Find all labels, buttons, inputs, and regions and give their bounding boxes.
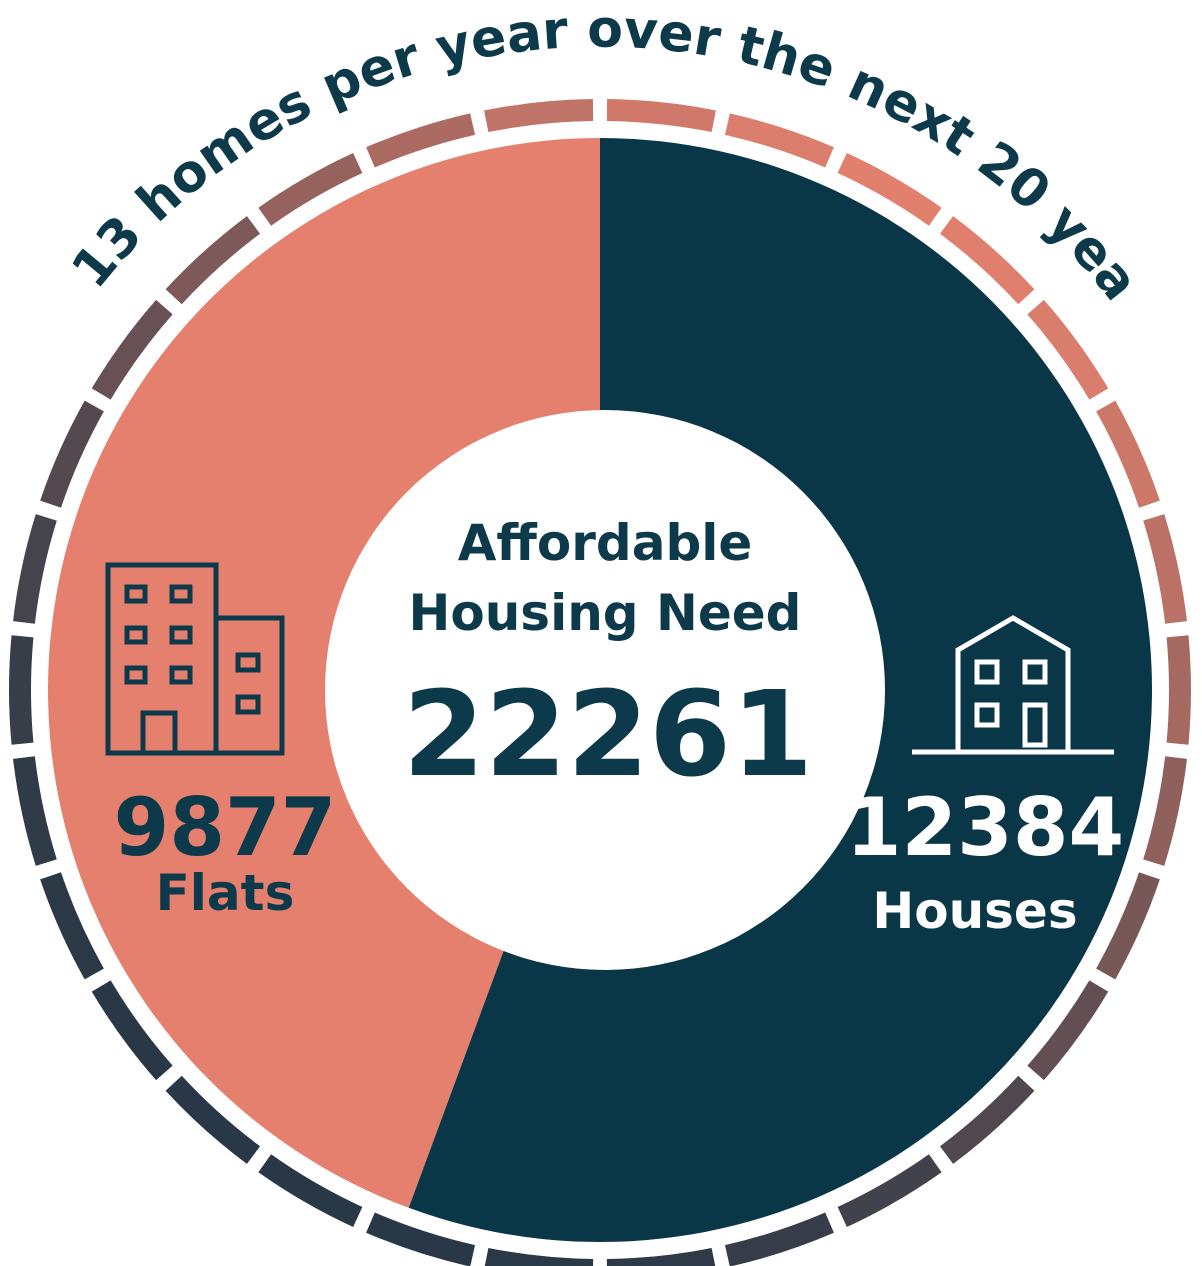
ring-segment [366, 1212, 476, 1266]
year-ring [9, 99, 1191, 1266]
flats-icon [105, 562, 285, 756]
ring-segment [724, 1212, 834, 1266]
slice-value: 12384 [846, 781, 1124, 874]
center-label-line: Affordable [458, 514, 753, 572]
slice-label: Flats [156, 864, 295, 922]
center-label: Affordable Housing Need [409, 514, 802, 642]
center-label-line: Housing Need [409, 584, 802, 642]
ring-segment [258, 1154, 363, 1227]
ring-segment [165, 216, 261, 305]
ring-segment [1143, 514, 1187, 624]
ring-segment [40, 872, 104, 980]
ring-segment [606, 1247, 716, 1266]
ring-segment [837, 153, 942, 226]
ring-segment [837, 1154, 942, 1227]
ring-segment [1166, 635, 1191, 745]
ring-segment [1027, 980, 1109, 1081]
ring-segment [484, 1247, 594, 1266]
slice-label: Houses [872, 882, 1077, 940]
center-disc [325, 410, 885, 970]
ring-segment [165, 1075, 261, 1164]
ring-segment [258, 153, 363, 226]
ring-segment [13, 514, 57, 624]
ring-segment [1096, 400, 1160, 508]
center-total: 22261 [403, 665, 814, 803]
ring-segment [366, 113, 476, 168]
slice-value: 9877 [114, 781, 337, 874]
ring-segment [91, 299, 173, 400]
ring-segment [1096, 872, 1160, 980]
ring-segment [724, 113, 834, 168]
ring-segment [1027, 299, 1109, 400]
ring-segment [40, 400, 104, 508]
ring-segment [1143, 756, 1187, 866]
ring-segment [939, 1075, 1035, 1164]
ring-segment [939, 216, 1035, 305]
ring-segment [606, 99, 716, 133]
house-icon [912, 615, 1114, 755]
ring-segment [484, 99, 594, 133]
ring-segment [91, 980, 173, 1081]
ring-segment [13, 756, 57, 866]
pie-slice [48, 138, 601, 1208]
ring-segment [9, 635, 34, 745]
